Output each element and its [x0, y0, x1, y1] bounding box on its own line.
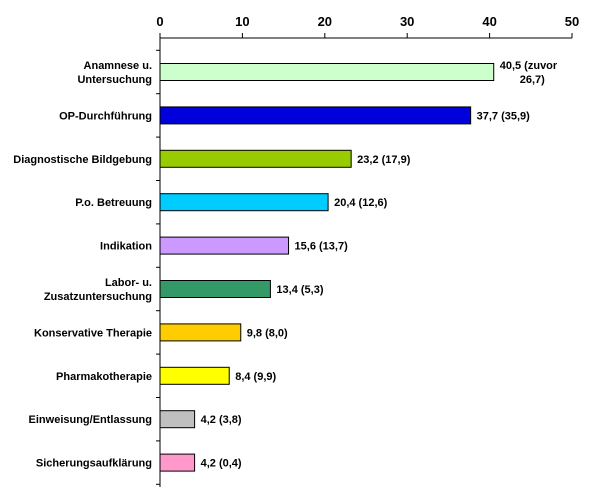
category-label-line: Untersuchung — [77, 74, 152, 86]
category-label-line: Indikation — [100, 241, 152, 253]
category-label: P.o. Betreuung — [75, 197, 152, 209]
data-label-line: 37,7 (35,9) — [477, 110, 531, 122]
data-label-line: 23,2 (17,9) — [357, 154, 411, 166]
x-tick-label: 0 — [156, 14, 163, 29]
data-label-line: 9,8 (8,0) — [247, 327, 288, 339]
category-label-line: Labor- u. — [105, 277, 152, 289]
bar — [159, 280, 271, 298]
data-label: 37,7 (35,9) — [477, 110, 531, 122]
category-label-line: Diagnostische Bildgebung — [13, 154, 152, 166]
bar — [159, 106, 472, 125]
category-label: Anamnese u. Untersuchung — [77, 60, 152, 86]
category-label-line: Einweisung/Entlassung — [29, 414, 152, 426]
data-label: 15,6 (13,7) — [295, 241, 349, 253]
x-tick-label: 20 — [318, 14, 332, 29]
category-label-line: Sicherungsaufklärung — [36, 458, 152, 470]
category-label: OP-Durchführung — [59, 110, 152, 122]
data-label: 20,4 (12,6) — [334, 197, 388, 209]
category-label: Konservative Therapie — [34, 327, 152, 339]
category-label-line: Pharmakotherapie — [56, 371, 152, 383]
category-label: Indikation — [100, 241, 152, 253]
bar — [159, 410, 196, 429]
data-label: 23,2 (17,9) — [357, 154, 411, 166]
category-label: Labor- u. Zusatzuntersuchung — [44, 277, 152, 303]
category-label: Pharmakotherapie — [56, 371, 152, 383]
category-label-line: Zusatzuntersuchung — [44, 291, 152, 303]
bar — [159, 63, 495, 81]
bar — [159, 236, 290, 255]
data-label: 40,5 (zuvor 26,7) — [500, 60, 558, 86]
category-label: Einweisung/Entlassung — [29, 414, 152, 426]
data-label-line: 13,4 (5,3) — [276, 284, 323, 296]
data-label-line: 4,2 (3,8) — [201, 414, 242, 426]
category-label-line: OP-Durchführung — [59, 110, 152, 122]
x-tick-label: 10 — [235, 14, 249, 29]
bar — [159, 193, 329, 212]
category-label: Diagnostische Bildgebung — [13, 154, 152, 166]
x-tick-label: 40 — [482, 14, 496, 29]
chart-bars — [159, 63, 495, 472]
x-tick-label: 50 — [565, 14, 579, 29]
category-label: Sicherungsaufklärung — [36, 458, 152, 470]
category-labels: Anamnese u. Untersuchung OP-Durchführung Di… — [13, 60, 152, 470]
x-tick-label: 30 — [400, 14, 414, 29]
data-label-line: 40,5 (zuvor — [500, 60, 558, 72]
data-label-line: 4,2 (0,4) — [201, 458, 242, 470]
data-label: 4,2 (3,8) — [201, 414, 242, 426]
data-label: 8,4 (9,9) — [235, 371, 276, 383]
category-label-line: Konservative Therapie — [34, 327, 152, 339]
data-label: 4,2 (0,4) — [201, 458, 242, 470]
data-labels: 40,5 (zuvor 26,7) 37,7 (35,9) 23,2 (17,9) 20… — [201, 60, 558, 470]
bar — [159, 453, 196, 472]
category-label-line: Anamnese u. — [84, 60, 152, 72]
bar — [159, 366, 230, 385]
data-label: 9,8 (8,0) — [247, 327, 288, 339]
data-label-line: 26,7) — [520, 74, 545, 86]
bar — [159, 323, 242, 342]
data-label-line: 8,4 (9,9) — [235, 371, 276, 383]
data-label: 13,4 (5,3) — [276, 284, 323, 296]
category-label-line: P.o. Betreuung — [75, 197, 152, 209]
bar — [159, 149, 352, 168]
data-label-line: 20,4 (12,6) — [334, 197, 388, 209]
data-label-line: 15,6 (13,7) — [295, 241, 349, 253]
